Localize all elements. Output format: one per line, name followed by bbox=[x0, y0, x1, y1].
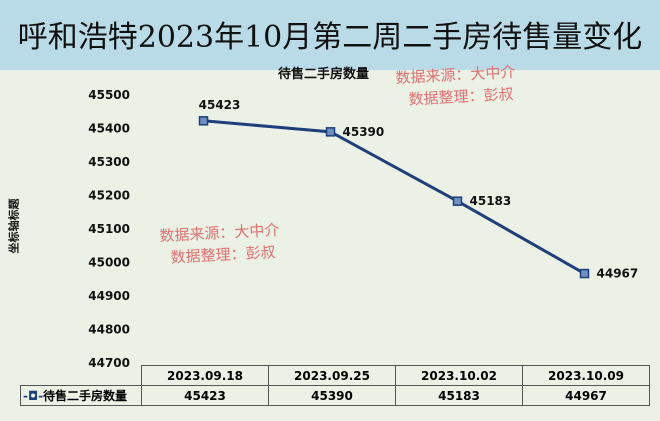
table-value-cell: 45390 bbox=[268, 385, 396, 406]
table-header-cell: 2023.09.18 bbox=[141, 365, 269, 386]
y-tick-label: 45300 bbox=[88, 155, 130, 169]
y-tick-label: 45500 bbox=[88, 88, 130, 102]
table-header-cell: 2023.10.09 bbox=[522, 365, 650, 386]
data-table: 2023.09.18 2023.09.25 2023.10.02 2023.10.09… bbox=[20, 365, 650, 406]
y-tick-label: 45100 bbox=[88, 222, 130, 236]
data-point bbox=[452, 196, 463, 206]
y-tick-label: 45400 bbox=[88, 122, 130, 136]
y-tick-label: 45200 bbox=[88, 189, 130, 203]
y-tick-label: 45000 bbox=[88, 256, 130, 270]
series-line bbox=[203, 119, 586, 275]
legend-label: 待售二手房数量 bbox=[43, 389, 128, 403]
table-value-cell: 45423 bbox=[141, 385, 269, 406]
y-tick-label: 44800 bbox=[88, 323, 130, 337]
table-header-cell: 2023.09.25 bbox=[268, 365, 396, 386]
data-label: 45390 bbox=[343, 125, 385, 139]
page-title: 呼和浩特2023年10月第二周二手房待售量变化 bbox=[17, 20, 643, 55]
data-label: 45423 bbox=[199, 98, 241, 112]
data-label: 44967 bbox=[597, 267, 639, 281]
table-value-cell: 44967 bbox=[522, 385, 650, 406]
legend-entry: -◘-待售二手房数量 bbox=[20, 385, 142, 406]
title-bar: 呼和浩特2023年10月第二周二手房待售量变化 bbox=[0, 0, 660, 70]
data-point bbox=[325, 127, 336, 137]
table-corner bbox=[20, 365, 142, 386]
table-header-cell: 2023.10.02 bbox=[395, 365, 523, 386]
data-point bbox=[579, 268, 590, 279]
data-point bbox=[198, 116, 209, 126]
table-value-cell: 45183 bbox=[395, 385, 523, 406]
chart-title: 待售二手房数量 bbox=[278, 67, 370, 82]
y-tick-label: 44900 bbox=[88, 289, 130, 303]
data-label: 45183 bbox=[470, 194, 512, 208]
legend-marker-icon: -◘- bbox=[23, 389, 44, 403]
